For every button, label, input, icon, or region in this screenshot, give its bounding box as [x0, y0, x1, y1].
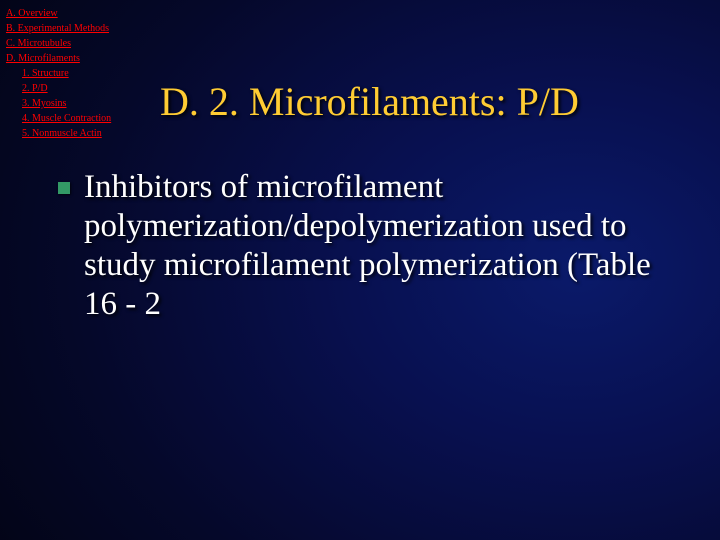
nav-link-pd[interactable]: 2. P/D: [6, 81, 111, 96]
nav-link-nonmuscle[interactable]: 5. Nonmuscle Actin: [6, 126, 111, 141]
bullet-item: Inhibitors of microfilament polymerizati…: [58, 168, 680, 324]
body-text: Inhibitors of microfilament polymerizati…: [84, 168, 680, 324]
slide-title: D. 2. Microfilaments: P/D: [160, 78, 700, 125]
nav-link-structure[interactable]: 1. Structure: [6, 66, 111, 81]
outline-nav: A. Overview B. Experimental Methods C. M…: [6, 6, 111, 141]
slide-body: Inhibitors of microfilament polymerizati…: [58, 168, 680, 324]
nav-link-muscle[interactable]: 4. Muscle Contraction: [6, 111, 111, 126]
nav-link-microtubules[interactable]: C. Microtubules: [6, 36, 111, 51]
nav-link-myosins[interactable]: 3. Myosins: [6, 96, 111, 111]
nav-link-methods[interactable]: B. Experimental Methods: [6, 21, 111, 36]
nav-link-overview[interactable]: A. Overview: [6, 6, 111, 21]
bullet-square-icon: [58, 182, 70, 194]
nav-link-microfilaments[interactable]: D. Microfilaments: [6, 51, 111, 66]
